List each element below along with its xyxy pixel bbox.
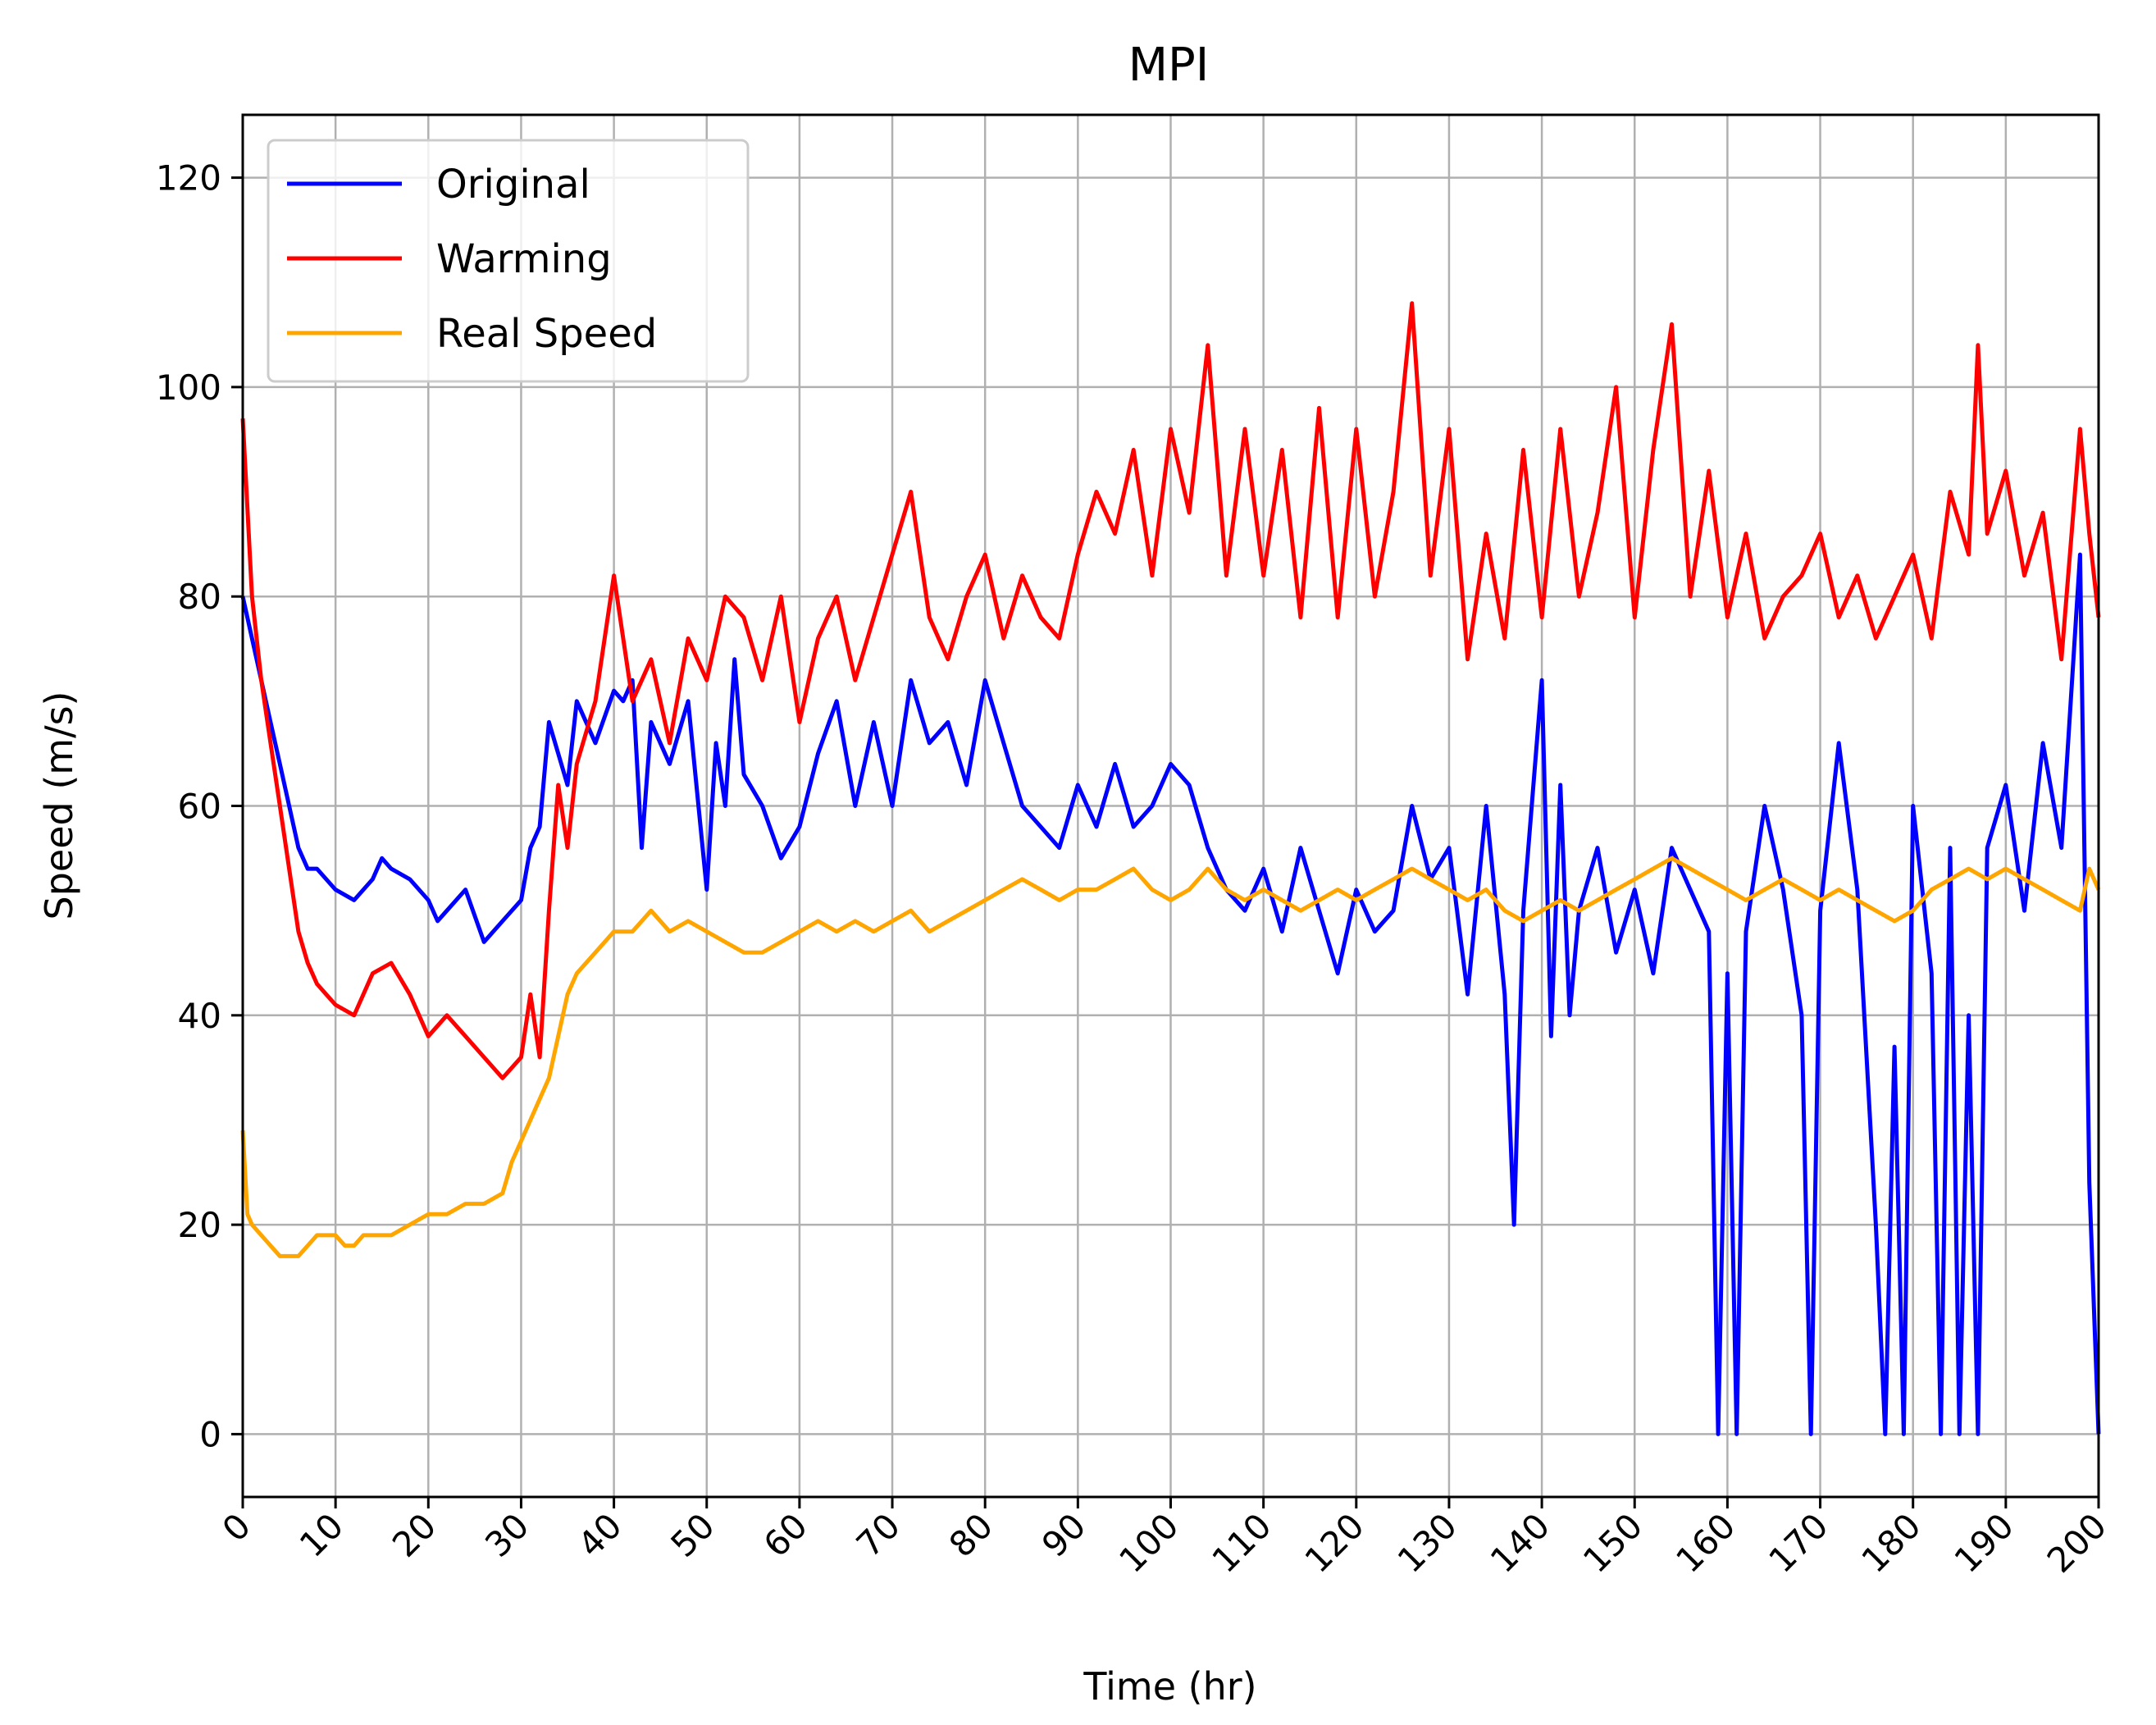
series-line-real-speed — [240, 856, 2101, 1258]
legend: Original Warming Real Speed — [267, 139, 750, 383]
series-line-warming — [240, 301, 2101, 1080]
y-tick-label: 100 — [156, 367, 221, 408]
y-tick-label: 40 — [178, 996, 221, 1036]
legend-box — [267, 139, 750, 383]
x-axis-label: Time (hr) — [1083, 1664, 1256, 1709]
y-axis-label: Speed (m/s) — [37, 691, 81, 920]
legend-label: Warming — [436, 236, 612, 282]
series-layer — [240, 301, 2101, 1436]
y-tick-label: 80 — [178, 577, 221, 617]
y-tick-label: 120 — [156, 158, 221, 199]
chart-title: MPI — [1128, 39, 1210, 92]
legend-label: Real Speed — [436, 311, 657, 357]
series-line-original — [240, 552, 2101, 1436]
y-tick-label: 20 — [178, 1205, 221, 1245]
y-tick-label: 0 — [199, 1414, 221, 1454]
y-tick-label: 60 — [178, 787, 221, 827]
legend-label: Original — [436, 162, 590, 208]
